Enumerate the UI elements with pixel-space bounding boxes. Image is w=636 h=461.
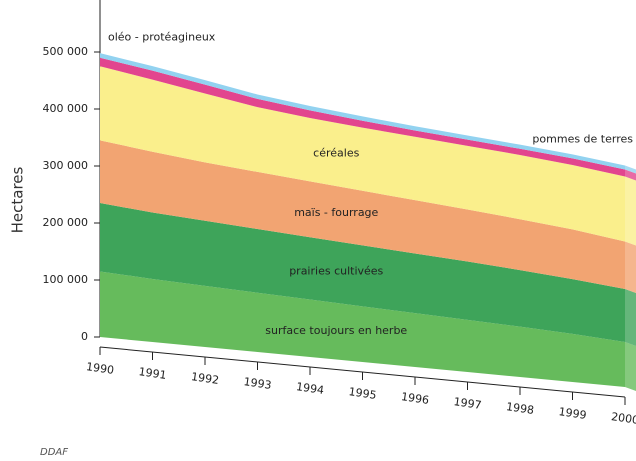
series-label: maïs - fourrage xyxy=(294,206,378,219)
x-tick-label: 1993 xyxy=(243,375,273,392)
area xyxy=(100,66,625,242)
source: DDAF xyxy=(40,447,68,458)
area-side xyxy=(625,169,636,181)
x-tick-label: 1995 xyxy=(348,385,378,402)
x-tick-label: 2000 xyxy=(610,410,636,427)
area-side xyxy=(625,289,636,346)
area-side xyxy=(625,176,636,246)
area-side xyxy=(625,165,636,174)
x-tick-label: 1990 xyxy=(85,360,115,377)
area xyxy=(100,53,625,170)
x-tick-label: 1992 xyxy=(190,370,220,387)
series-label: prairies cultivées xyxy=(289,264,383,277)
y-tick-label: 0 xyxy=(81,330,88,343)
series-label: oléo - protéagineux xyxy=(108,31,216,44)
y-tick-label: 300 000 xyxy=(43,159,89,172)
x-tick-label: 1996 xyxy=(400,390,430,407)
series-label: céréales xyxy=(313,147,359,160)
series-label: surface toujours en herbe xyxy=(265,324,407,337)
area-side xyxy=(625,241,636,293)
y-tick-label: 100 000 xyxy=(43,273,89,286)
x-tick-label: 1991 xyxy=(138,365,168,382)
area xyxy=(100,57,625,177)
y-tick-label: 500 000 xyxy=(43,45,89,58)
area-side xyxy=(625,342,636,391)
x-tick-label: 1998 xyxy=(505,400,535,417)
x-tick-label: 1994 xyxy=(295,380,325,397)
series-label: pommes de terres xyxy=(532,133,633,146)
area xyxy=(100,271,625,387)
y-tick-label: 200 000 xyxy=(43,216,89,229)
area xyxy=(100,203,625,342)
x-tick-label: 1997 xyxy=(453,395,483,412)
x-tick-label: 1999 xyxy=(558,405,588,422)
y-axis-title: Hectares xyxy=(9,166,27,233)
area xyxy=(100,140,625,289)
y-tick-label: 400 000 xyxy=(43,102,89,115)
